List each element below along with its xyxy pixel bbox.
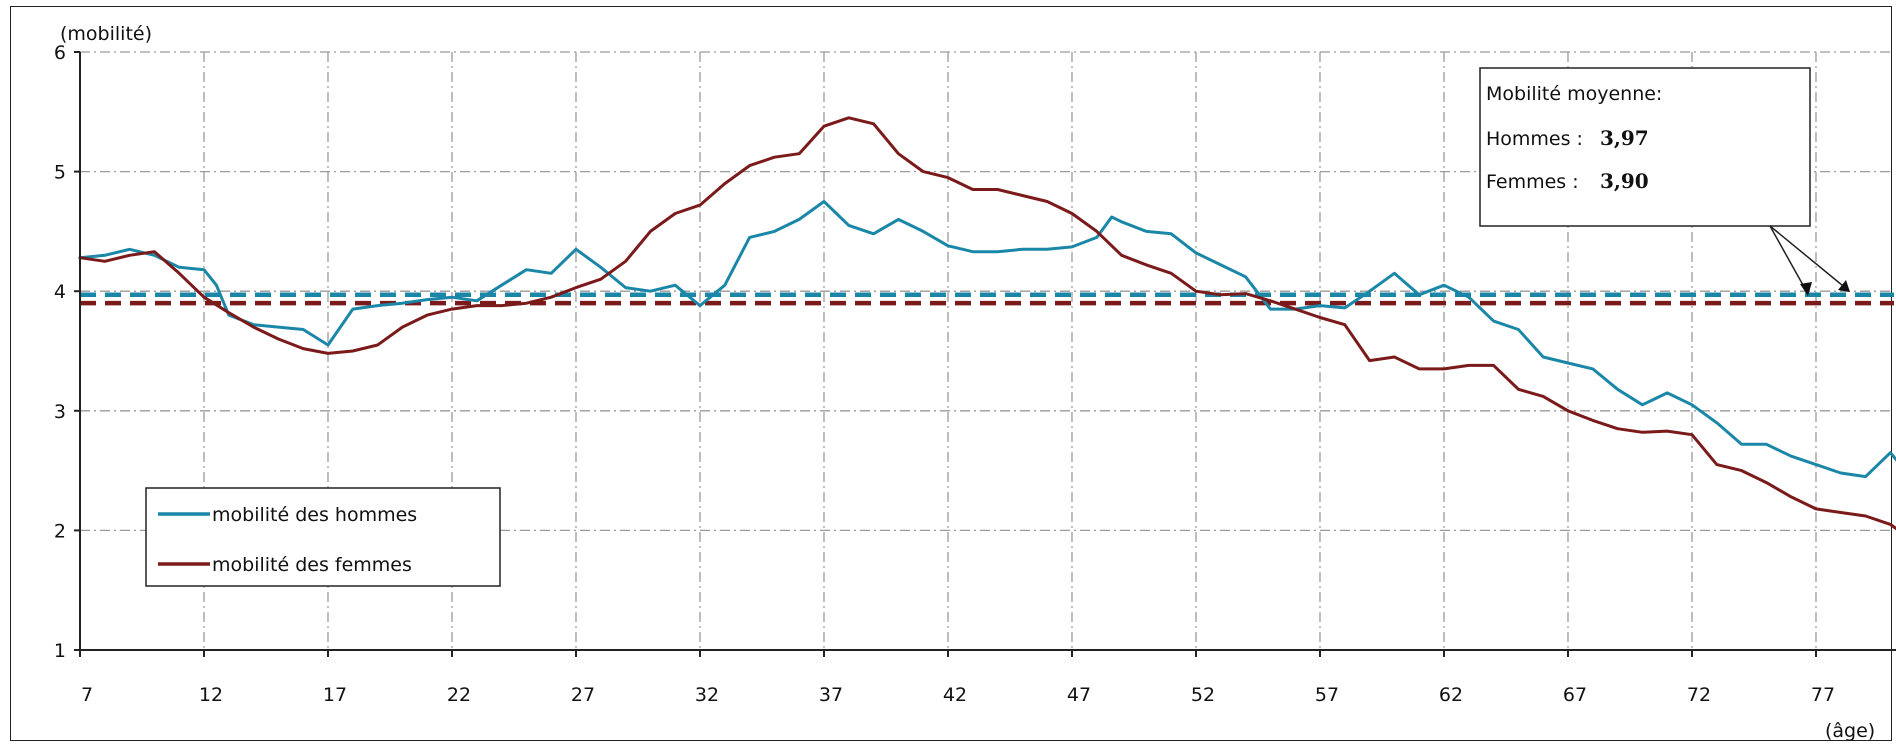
x-tick-label: 12 (199, 684, 223, 706)
y-axis-label: (mobilité) (60, 23, 152, 45)
axes (79, 52, 1896, 651)
y-tick-label: 3 (54, 401, 66, 423)
arrowhead-hommes (1838, 280, 1850, 292)
annotation-femmes-label: Femmes : (1486, 171, 1579, 193)
annotation-hommes-value: 3,97 (1600, 126, 1649, 150)
series-line-femmes (78, 116, 1896, 531)
average-annotation: Mobilité moyenne: Hommes : 3,97 Femmes :… (1479, 67, 1850, 296)
x-tick-label: 7 (81, 684, 93, 706)
x-tick-label: 52 (1191, 684, 1215, 706)
y-tick-label: 6 (54, 42, 66, 64)
x-tick-label: 27 (571, 684, 595, 706)
x-tick-label: 32 (695, 684, 719, 706)
x-tick-label: 17 (323, 684, 347, 706)
y-tick-label: 2 (54, 520, 66, 542)
y-tick-label: 4 (54, 281, 66, 303)
annotation-title: Mobilité moyenne: (1486, 83, 1662, 105)
x-tick-label: 42 (943, 684, 967, 706)
legend-label-femmes: mobilité des femmes (212, 554, 412, 576)
x-tick-label: 22 (447, 684, 471, 706)
x-tick-label: 57 (1315, 684, 1339, 706)
series-lines (78, 116, 1896, 531)
y-tick-label: 1 (54, 640, 66, 662)
annotation-box (1479, 67, 1811, 227)
arrowhead-femmes (1800, 282, 1812, 296)
legend: mobilité des hommes mobilité des femmes (145, 487, 501, 587)
annotation-hommes-label: Hommes : (1486, 128, 1583, 150)
x-tick-label: 67 (1563, 684, 1587, 706)
x-tick-label: 37 (819, 684, 843, 706)
x-axis-label: (âge) (1825, 720, 1875, 742)
x-tick-label: 72 (1687, 684, 1711, 706)
x-tick-label: 47 (1067, 684, 1091, 706)
legend-label-hommes: mobilité des hommes (212, 504, 417, 526)
annotation-arrow-hommes (1769, 225, 1849, 291)
average-reference-lines (80, 292, 1894, 306)
y-tick-label: 5 (54, 162, 66, 184)
series-line-hommes (78, 200, 1896, 479)
x-tick-label: 77 (1811, 684, 1835, 706)
annotation-arrow-femmes (1769, 225, 1809, 295)
x-tick-label: 62 (1439, 684, 1463, 706)
legend-box (145, 487, 501, 587)
annotation-femmes-value: 3,90 (1600, 169, 1649, 193)
